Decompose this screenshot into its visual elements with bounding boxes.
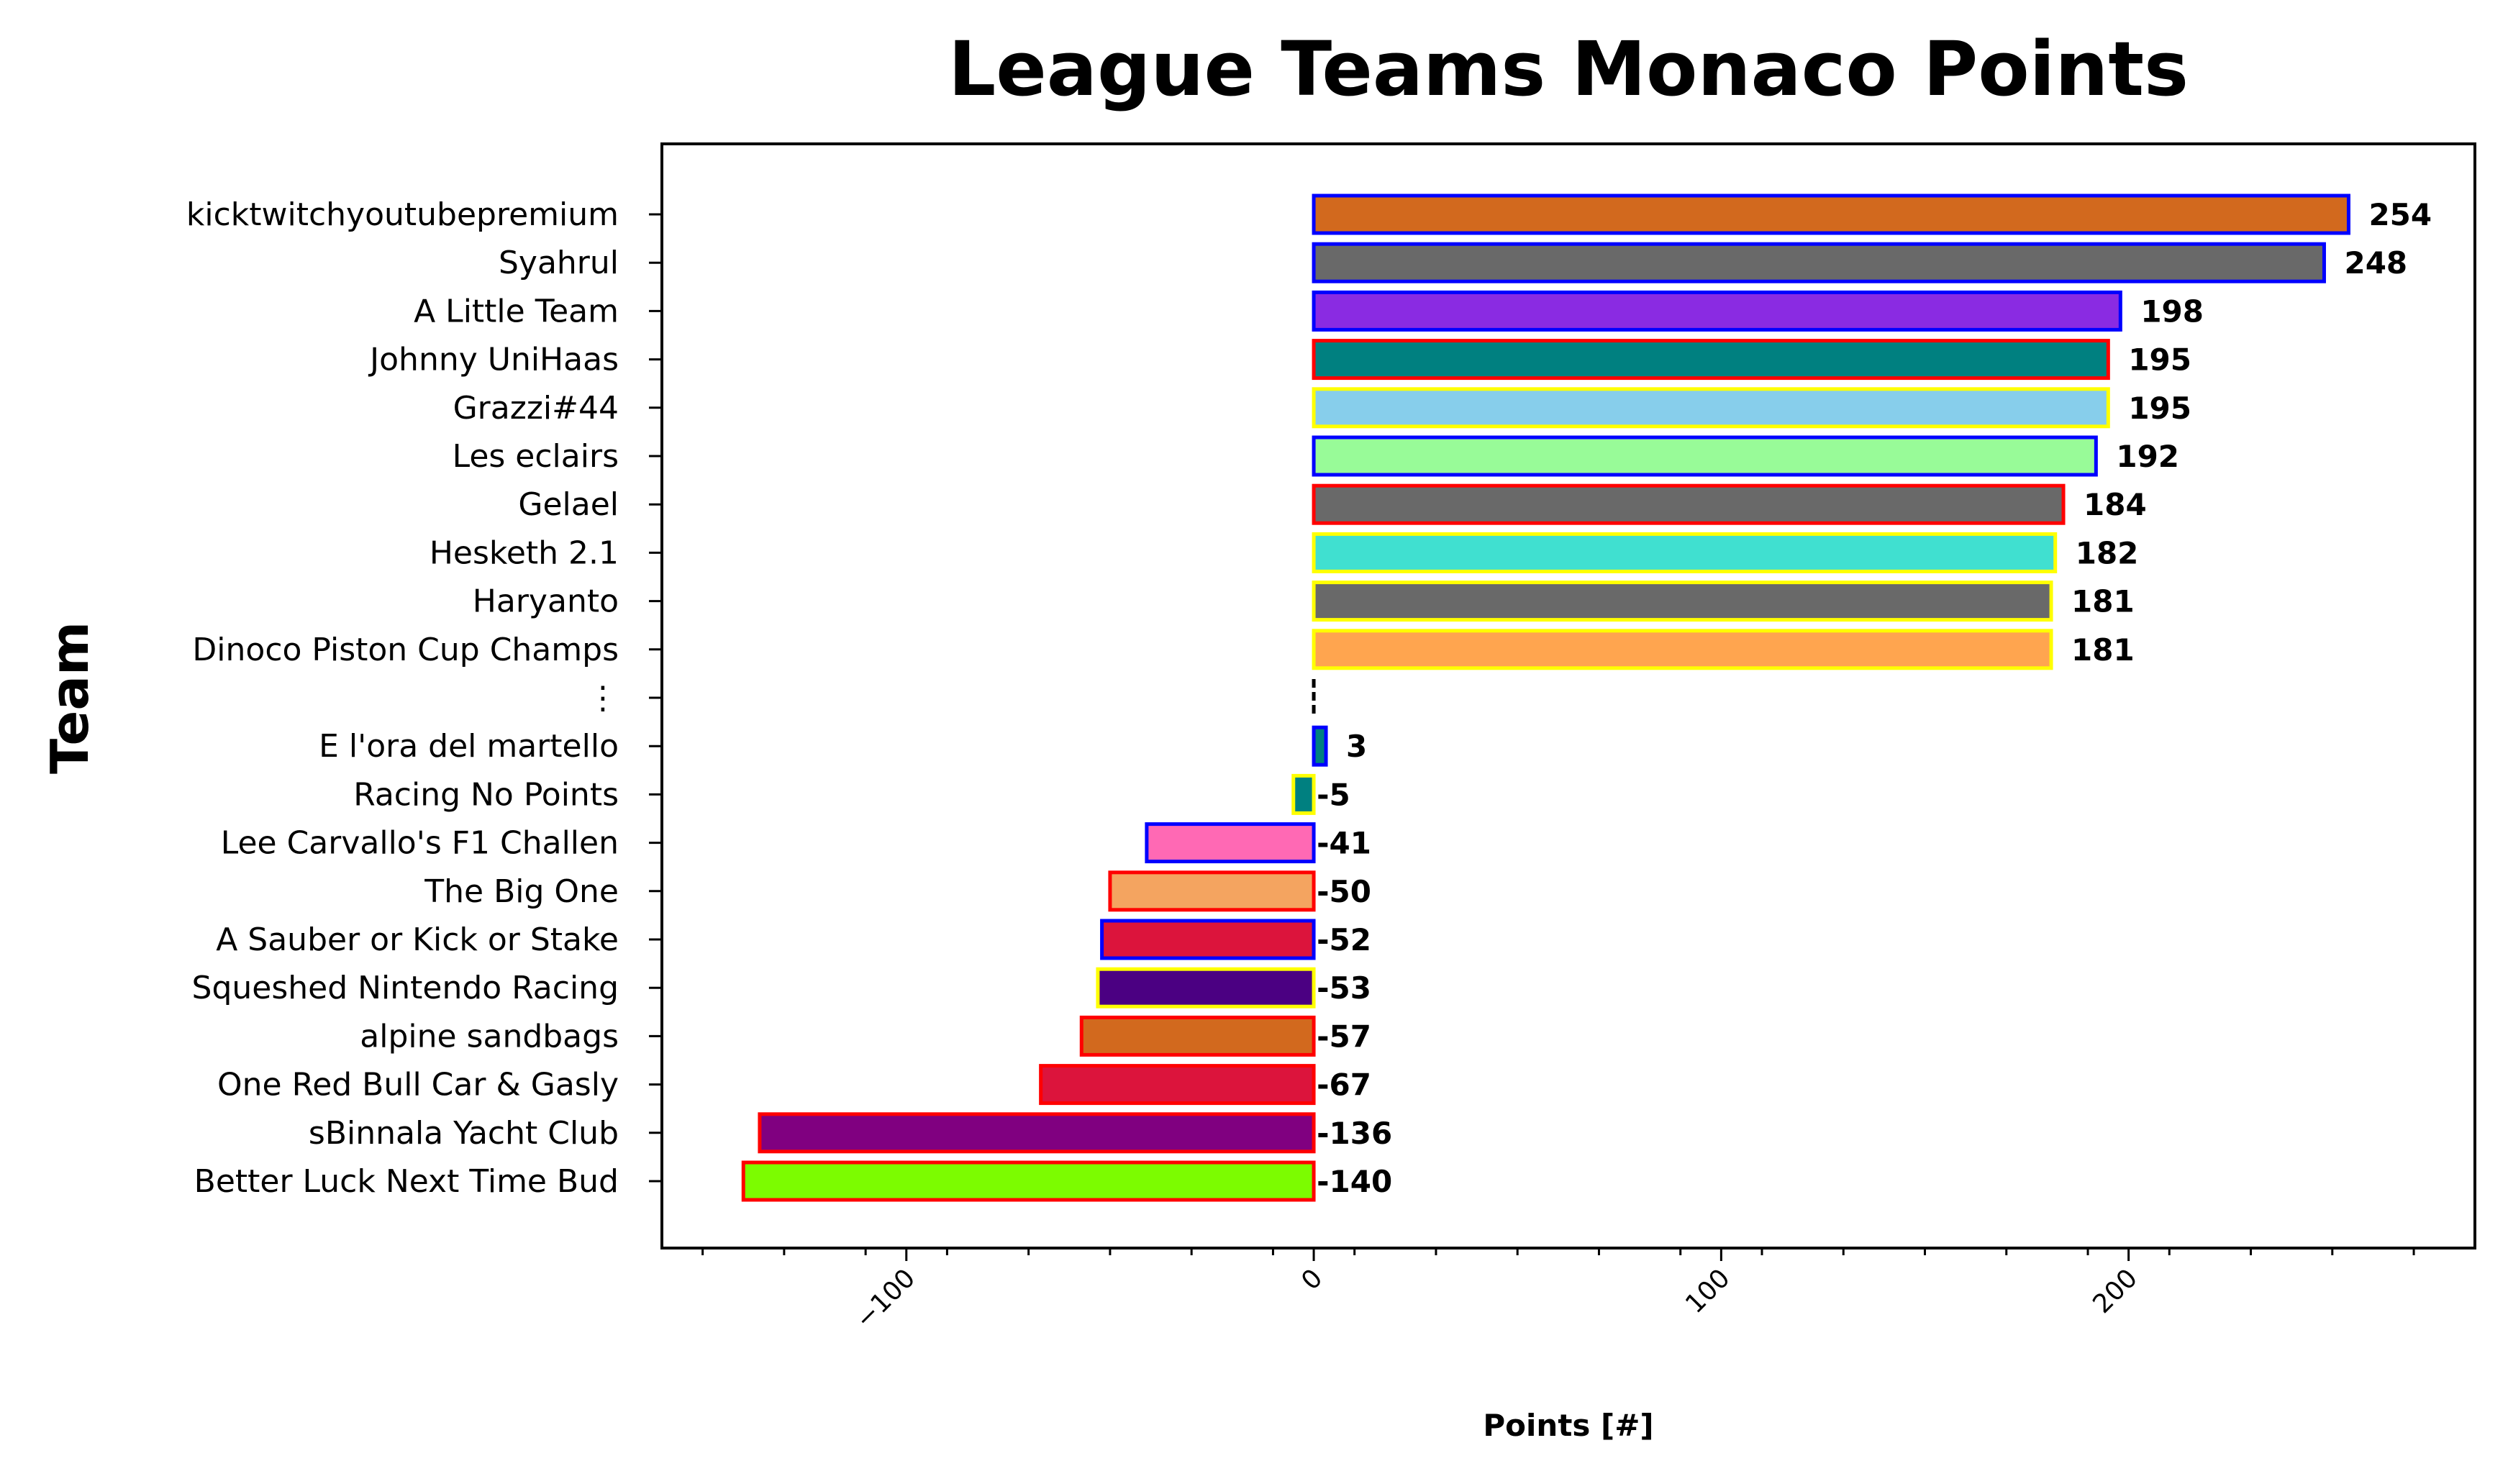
y-tick-label: Gelael bbox=[518, 486, 619, 523]
y-tick-label: Haryanto bbox=[473, 583, 619, 620]
y-tick-label: Hesketh 2.1 bbox=[430, 534, 619, 571]
x-axis-label: Points [#] bbox=[1483, 1408, 1653, 1443]
bar bbox=[741, 1160, 1316, 1202]
bar-value-label: -140 bbox=[1317, 1164, 1392, 1199]
x-tick-label: 100 bbox=[1680, 1263, 1736, 1319]
y-tick-label: Johnny UniHaas bbox=[368, 342, 619, 378]
bar bbox=[1312, 629, 2053, 670]
bar-value-label: 192 bbox=[2116, 439, 2179, 474]
y-tick-label: alpine sandbags bbox=[360, 1018, 619, 1055]
bar-value-label: -53 bbox=[1317, 970, 1371, 1006]
bar-value-label: 254 bbox=[2368, 197, 2432, 232]
y-tick-label: Syahrul bbox=[499, 245, 619, 281]
bar bbox=[1312, 194, 2350, 235]
bar-value-label: 248 bbox=[2344, 245, 2407, 281]
bar bbox=[1096, 967, 1316, 1009]
y-tick-label: Grazzi#44 bbox=[453, 390, 619, 427]
y-tick-label: Les eclairs bbox=[453, 438, 619, 475]
plot-frame bbox=[660, 142, 2476, 1249]
y-tick-label: Lee Carvallo's F1 Challen bbox=[221, 825, 619, 862]
bar-value-label: -52 bbox=[1317, 922, 1371, 957]
y-tick-label: E l'ora del martello bbox=[319, 728, 619, 765]
bar-value-label: 181 bbox=[2071, 584, 2135, 619]
y-tick-label: ⋮ bbox=[587, 680, 619, 716]
bar bbox=[1108, 870, 1316, 912]
y-tick-label: Dinoco Piston Cup Champs bbox=[192, 632, 619, 668]
bar bbox=[1100, 919, 1316, 960]
y-tick-label: The Big One bbox=[424, 873, 619, 910]
bar-value-label: 182 bbox=[2076, 535, 2139, 570]
bar bbox=[1312, 435, 2098, 477]
y-tick-label: kicktwitchyoutubepremium bbox=[186, 196, 619, 233]
bar-value-label: 184 bbox=[2084, 487, 2147, 522]
bar-value-label: -5 bbox=[1317, 777, 1350, 812]
y-tick-label: Racing No Points bbox=[353, 776, 619, 813]
y-tick-label: Squeshed Nintendo Racing bbox=[192, 970, 619, 1006]
bar bbox=[1312, 242, 2326, 283]
chart-title: League Teams Monaco Points bbox=[948, 25, 2189, 113]
plot-area: −100 0 100 200 kicktwitchyoutubepremium 254 Sy… bbox=[186, 142, 2476, 1334]
x-tick-label: 0 bbox=[1296, 1263, 1328, 1296]
bar-value-label: 181 bbox=[2071, 632, 2135, 668]
y-tick-label: Better Luck Next Time Bud bbox=[194, 1163, 619, 1200]
bar-value-label: -57 bbox=[1317, 1019, 1371, 1054]
y-tick-label: sBinnala Yacht Club bbox=[309, 1115, 619, 1152]
bar bbox=[1312, 581, 2053, 622]
bar bbox=[1039, 1064, 1316, 1106]
y-tick-label: One Red Bull Car & Gasly bbox=[217, 1067, 619, 1103]
bar-value-label: 3 bbox=[1346, 729, 1367, 764]
x-tick-label: −100 bbox=[850, 1263, 921, 1334]
bar bbox=[1079, 1015, 1316, 1057]
bar bbox=[1145, 822, 1316, 864]
bar-value-label: 195 bbox=[2128, 342, 2191, 378]
bar bbox=[1312, 483, 2066, 525]
bar bbox=[1312, 532, 2058, 573]
bar bbox=[1312, 725, 1328, 767]
bar-value-label: -41 bbox=[1317, 826, 1371, 861]
bar bbox=[1312, 290, 2122, 332]
bar-value-label: 195 bbox=[2128, 391, 2191, 426]
y-tick-label: A Little Team bbox=[414, 293, 619, 329]
bar-value-label: -136 bbox=[1317, 1116, 1392, 1151]
x-tick-label: 200 bbox=[2087, 1263, 2143, 1319]
bar bbox=[1312, 339, 2110, 381]
y-tick-label: A Sauber or Kick or Stake bbox=[216, 921, 619, 958]
bar-value-label: -50 bbox=[1317, 874, 1371, 909]
bar bbox=[1291, 773, 1316, 815]
y-axis-label: Team bbox=[40, 622, 100, 774]
bar bbox=[1312, 387, 2110, 429]
bar-value-label: -67 bbox=[1317, 1068, 1371, 1103]
bar-value-label: 198 bbox=[2140, 293, 2204, 329]
bar bbox=[758, 1112, 1316, 1154]
